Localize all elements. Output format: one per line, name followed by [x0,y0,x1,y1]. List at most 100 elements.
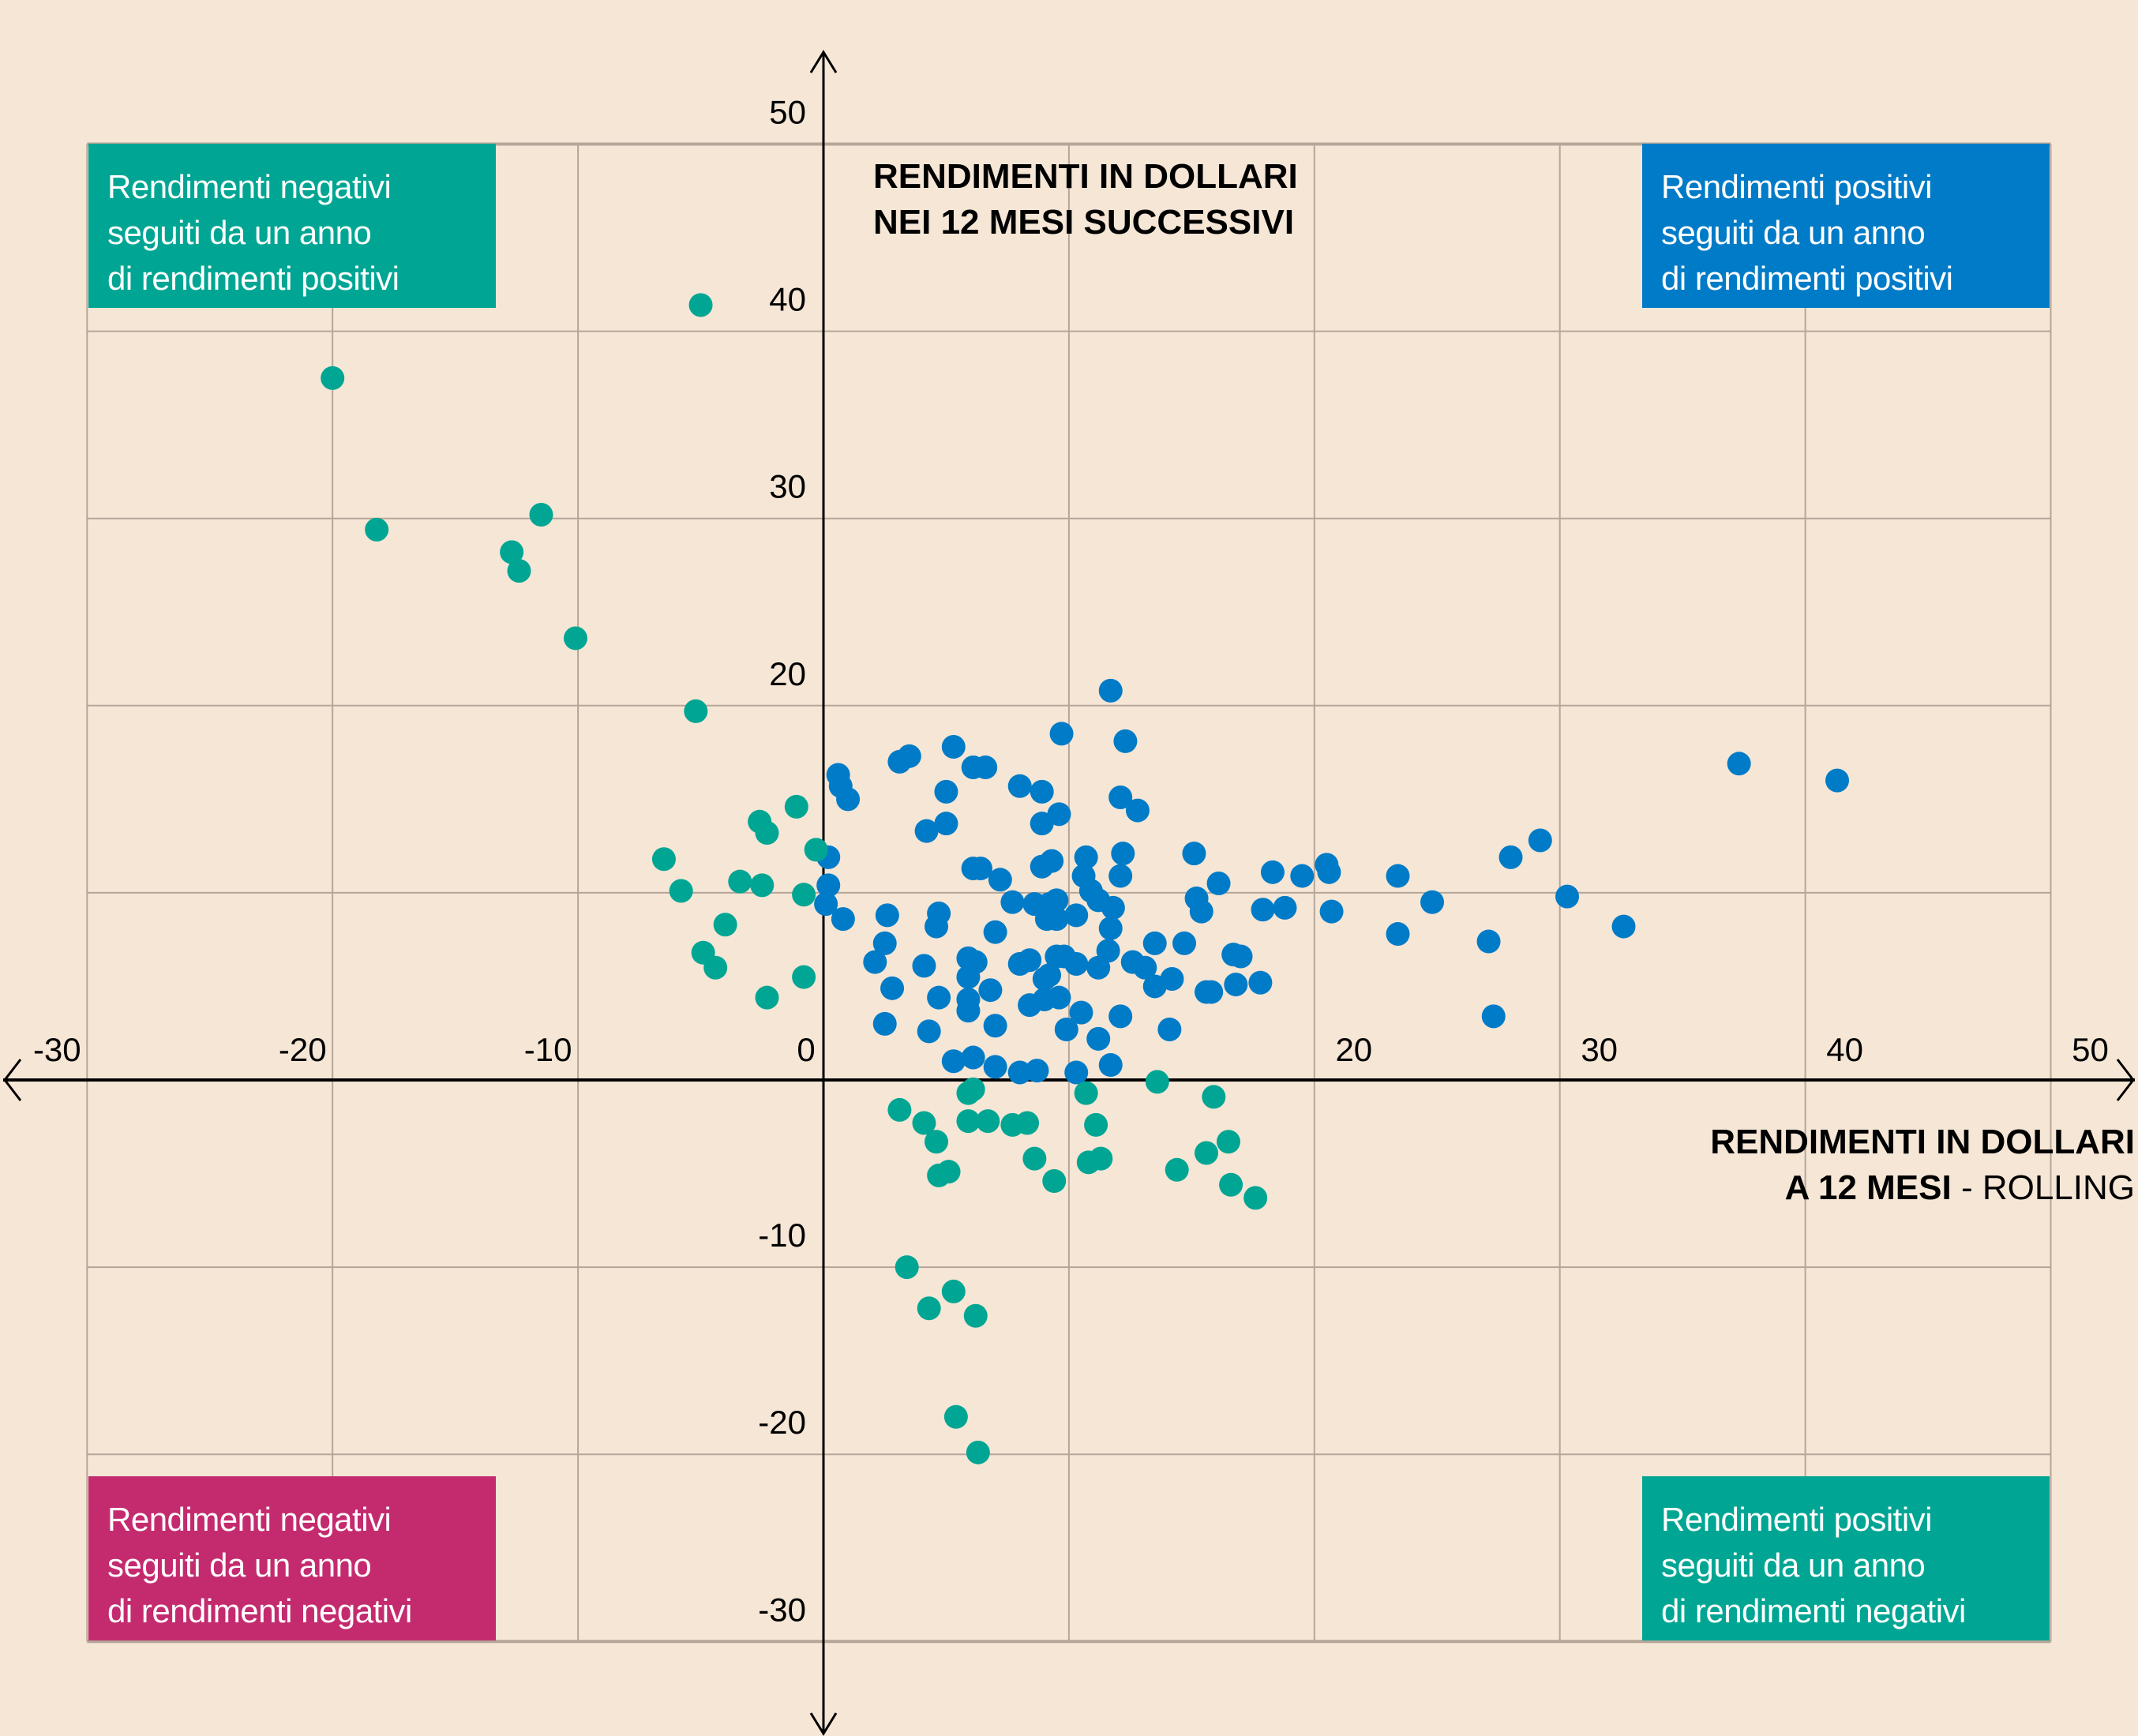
data-point [750,873,775,898]
data-point [1142,974,1167,999]
quadrant-line: seguiti da un anno [1661,214,1926,251]
data-point [978,978,1003,1003]
data-point [529,502,553,527]
data-point [1025,1059,1049,1083]
data-point [1555,884,1580,909]
data-point [1113,729,1138,753]
data-point [983,920,1007,944]
data-point [895,1255,919,1280]
data-point [1248,970,1273,995]
y-tick-label: 20 [769,655,806,692]
data-point [917,1019,941,1044]
data-point [1054,1017,1078,1041]
data-point [365,517,389,542]
data-point [1069,1000,1093,1025]
y-axis-arrow-up [809,50,838,73]
data-point [956,1109,981,1134]
data-point [507,559,531,583]
data-point [983,1014,1007,1038]
data-point [1386,864,1410,888]
data-point [784,794,808,819]
data-point [1074,845,1098,869]
quadrant-line: di rendimenti negativi [1661,1592,1966,1629]
quadrant-label-positive-negative: Rendimenti positivi seguiti da un anno d… [1642,1476,2050,1640]
y-axis-title-line2: NEI 12 MESI SUCCESSIVI [873,203,1295,242]
data-point [872,931,897,955]
data-point [1108,1004,1133,1029]
data-point [1000,890,1025,914]
data-point [1030,854,1054,879]
data-point [872,1011,897,1036]
data-point [1727,752,1751,776]
data-point [1290,864,1315,888]
data-point [1111,842,1135,866]
data-point [1032,966,1056,991]
y-tick-label: 50 [769,94,806,131]
data-point [925,1130,949,1154]
data-point [816,873,841,898]
data-point [1064,903,1089,928]
quadrant-label-negative-positive: Rendimenti negativi seguiti da un anno d… [88,144,496,308]
quadrant-line: di rendimenti positivi [107,260,399,297]
data-point [1476,929,1501,954]
data-point [669,879,693,903]
data-point [804,838,828,862]
data-point [1165,1157,1189,1182]
data-point [1142,931,1167,955]
data-point [1125,798,1150,823]
data-point [1189,899,1213,924]
x-tick-label: 50 [2072,1031,2109,1068]
x-axis-arrow-right [2116,1059,2135,1101]
data-point [1243,1186,1268,1210]
quadrant-label-negative-negative: Rendimenti negativi seguiti da un anno d… [88,1476,496,1640]
data-point [1015,1111,1040,1135]
data-point [988,868,1012,892]
data-points [321,293,1850,1464]
quadrant-line: seguiti da un anno [1661,1547,1926,1584]
data-point [831,907,855,932]
data-point [688,293,713,317]
data-point [943,1404,968,1429]
data-point [1133,955,1157,980]
data-point [968,857,992,881]
data-point [1498,845,1523,869]
x-tick-label: 30 [1581,1031,1618,1068]
data-point [1108,785,1133,809]
quadrant-line: Rendimenti positivi [1661,1501,1933,1538]
y-axis-title: RENDIMENTI IN DOLLARI NEI 12 MESI SUCCES… [873,154,1298,246]
data-point [1007,774,1032,798]
data-point [713,913,737,937]
data-point [966,1440,990,1464]
data-point [1216,1130,1240,1154]
data-point [1172,931,1197,955]
quadrant-line: di rendimenti positivi [1661,260,1953,297]
data-point [875,903,899,928]
data-point [973,756,998,780]
y-tick-label: 30 [769,468,806,505]
data-point [1042,1169,1067,1194]
data-point [1101,895,1125,920]
data-point [927,985,951,1010]
data-point [941,1279,966,1303]
x-axis-title-line2: A 12 MESI - ROLLING [1710,1165,2135,1211]
data-point [1251,898,1275,922]
tick-labels: -30 -20 -10 0 20 30 40 50 50 40 30 20 -10 -20 -30 [33,94,2109,1629]
x-axis-title-line1: RENDIMENTI IN DOLLARI [1710,1123,2135,1161]
data-point [914,819,939,843]
data-point [1420,890,1445,914]
y-tick-label: -20 [758,1404,806,1441]
data-point [1224,973,1248,997]
data-point [728,869,752,894]
data-point [814,892,838,917]
x-axis-title: RENDIMENTI IN DOLLARI A 12 MESI - ROLLIN… [1710,1119,2135,1211]
data-point [1202,1085,1226,1109]
quadrant-line: Rendimenti negativi [107,168,392,205]
x-axis-title-light: ROLLING [1982,1168,2135,1207]
data-point [1317,860,1341,884]
data-point [912,954,936,978]
x-axis-arrow-left [3,1059,22,1101]
data-point [1007,1060,1032,1085]
data-point [1528,828,1552,853]
data-point [1086,955,1111,980]
data-point [792,883,816,907]
